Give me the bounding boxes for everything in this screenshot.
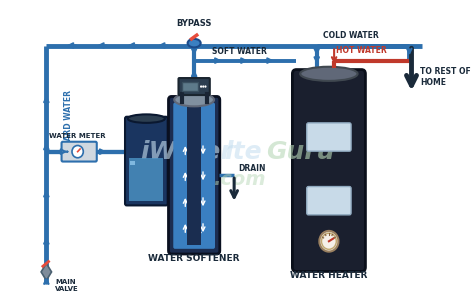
Circle shape [200,85,202,88]
Circle shape [321,233,336,249]
FancyBboxPatch shape [62,142,97,162]
Text: DRAIN: DRAIN [238,164,266,173]
Circle shape [204,85,207,88]
Bar [182,82,199,91]
Ellipse shape [174,93,214,106]
FancyBboxPatch shape [307,123,351,151]
Circle shape [72,145,83,158]
Bar [130,161,136,165]
Text: Guru: Guru [266,140,334,164]
FancyBboxPatch shape [168,96,220,254]
Ellipse shape [188,39,201,47]
Circle shape [202,85,204,88]
FancyBboxPatch shape [292,70,365,271]
FancyBboxPatch shape [179,78,210,95]
Text: WATER HEATER: WATER HEATER [290,271,368,280]
Text: HOT WATER: HOT WATER [336,46,387,55]
Text: BYPASS: BYPASS [176,18,212,28]
Ellipse shape [300,67,357,81]
Polygon shape [41,263,52,280]
Bar [129,158,163,201]
FancyBboxPatch shape [173,103,215,249]
Text: HARD WATER: HARD WATER [64,90,73,147]
Text: SOFT WATER: SOFT WATER [212,47,267,56]
Text: .com: .com [213,170,266,189]
FancyBboxPatch shape [125,117,168,205]
Text: WATER METER: WATER METER [49,133,106,139]
Text: iWater: iWater [140,140,233,164]
Bar [187,107,201,245]
Ellipse shape [128,114,165,123]
Text: TO REST OF
HOME: TO REST OF HOME [420,67,471,87]
FancyBboxPatch shape [307,187,351,215]
Text: WATER SOFTENER: WATER SOFTENER [148,254,240,263]
Text: COLD WATER: COLD WATER [323,31,379,40]
Circle shape [319,231,338,252]
Text: lte: lte [225,140,262,164]
Text: MAIN
VALVE: MAIN VALVE [55,279,79,292]
